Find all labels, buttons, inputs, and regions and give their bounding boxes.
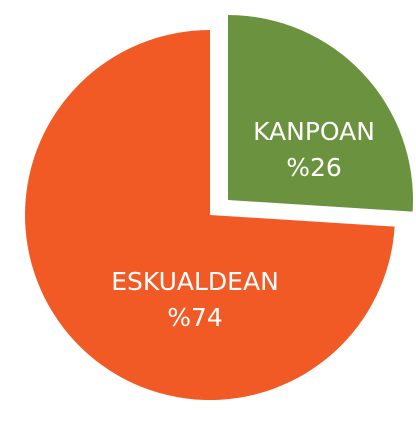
slice-value-label: %74 [167, 303, 223, 332]
slice-label: KANPOAN [253, 117, 375, 146]
pie-slice [25, 30, 395, 400]
slice-value-label: %26 [286, 153, 342, 182]
pie-slice [228, 15, 413, 212]
slice-label: ESKUALDEAN [111, 267, 279, 296]
